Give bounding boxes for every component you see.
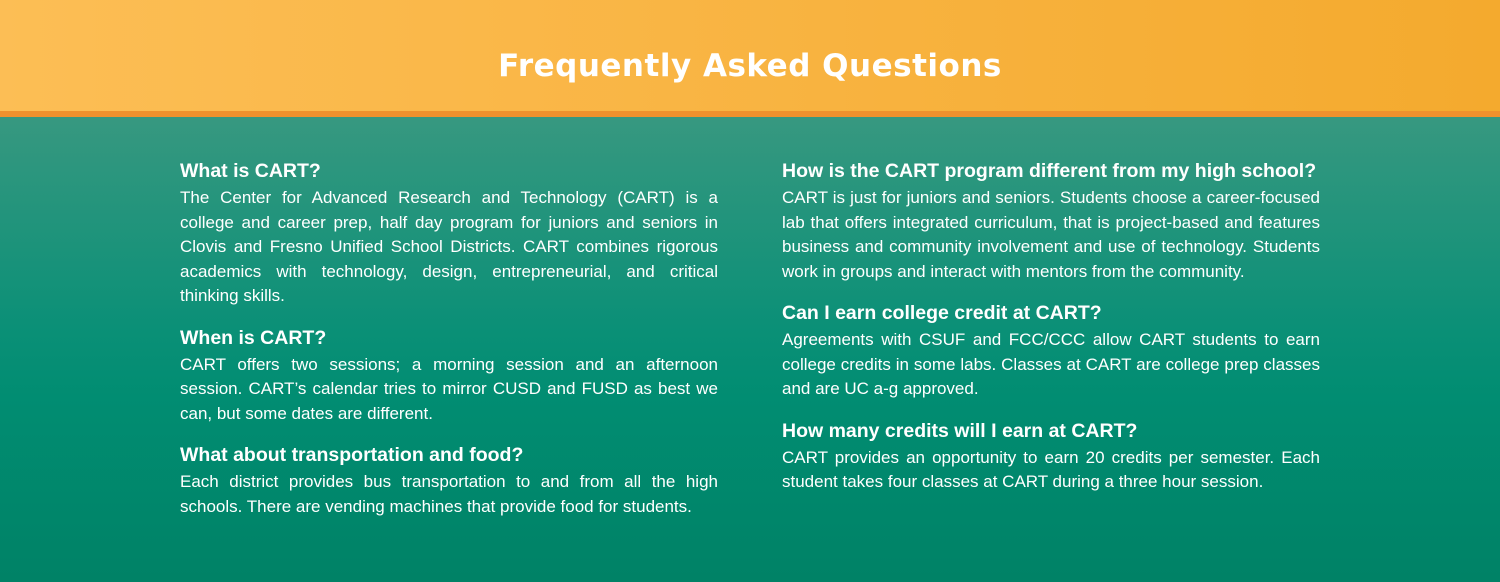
- faq-question: When is CART?: [180, 326, 327, 349]
- faq-column-right: How is the CART program different from m…: [782, 159, 1320, 582]
- faq-item: What is CART? The Center for Advanced Re…: [180, 159, 718, 309]
- header-accent-strip: [0, 111, 1500, 117]
- faq-answer: The Center for Advanced Research and Tec…: [180, 188, 718, 305]
- faq-item: When is CART? CART offers two sessions; …: [180, 326, 718, 427]
- header-band: Frequently Asked Questions: [0, 0, 1500, 111]
- faq-question: Can I earn college credit at CART?: [782, 302, 1102, 324]
- faq-answer: CART is just for juniors and seniors. St…: [782, 188, 1320, 281]
- faq-question: What is CART?: [180, 160, 321, 182]
- faq-answer: CART provides an opportunity to earn 20 …: [782, 447, 1320, 492]
- faq-item: How is the CART program different from m…: [782, 159, 1320, 284]
- faq-item: How many credits will I earn at CART? CA…: [782, 419, 1320, 495]
- faq-item: What about transportation and food? Each…: [180, 443, 718, 519]
- faq-question: What about transportation and food?: [180, 444, 524, 466]
- faq-question: How many credits will I earn at CART?: [782, 419, 1138, 442]
- faq-answer: Agreements with CSUF and FCC/CCC allow C…: [782, 330, 1320, 398]
- faq-question: How is the CART program different from m…: [782, 160, 1317, 182]
- faq-item: Can I earn college credit at CART? Agree…: [782, 301, 1320, 402]
- faq-answer: Each district provides bus transportatio…: [180, 472, 718, 516]
- page-title: Frequently Asked Questions: [498, 47, 1002, 84]
- faq-content: What is CART? The Center for Advanced Re…: [0, 117, 1500, 582]
- faq-answer: CART offers two sessions; a morning sess…: [180, 354, 718, 423]
- faq-column-left: What is CART? The Center for Advanced Re…: [180, 159, 718, 582]
